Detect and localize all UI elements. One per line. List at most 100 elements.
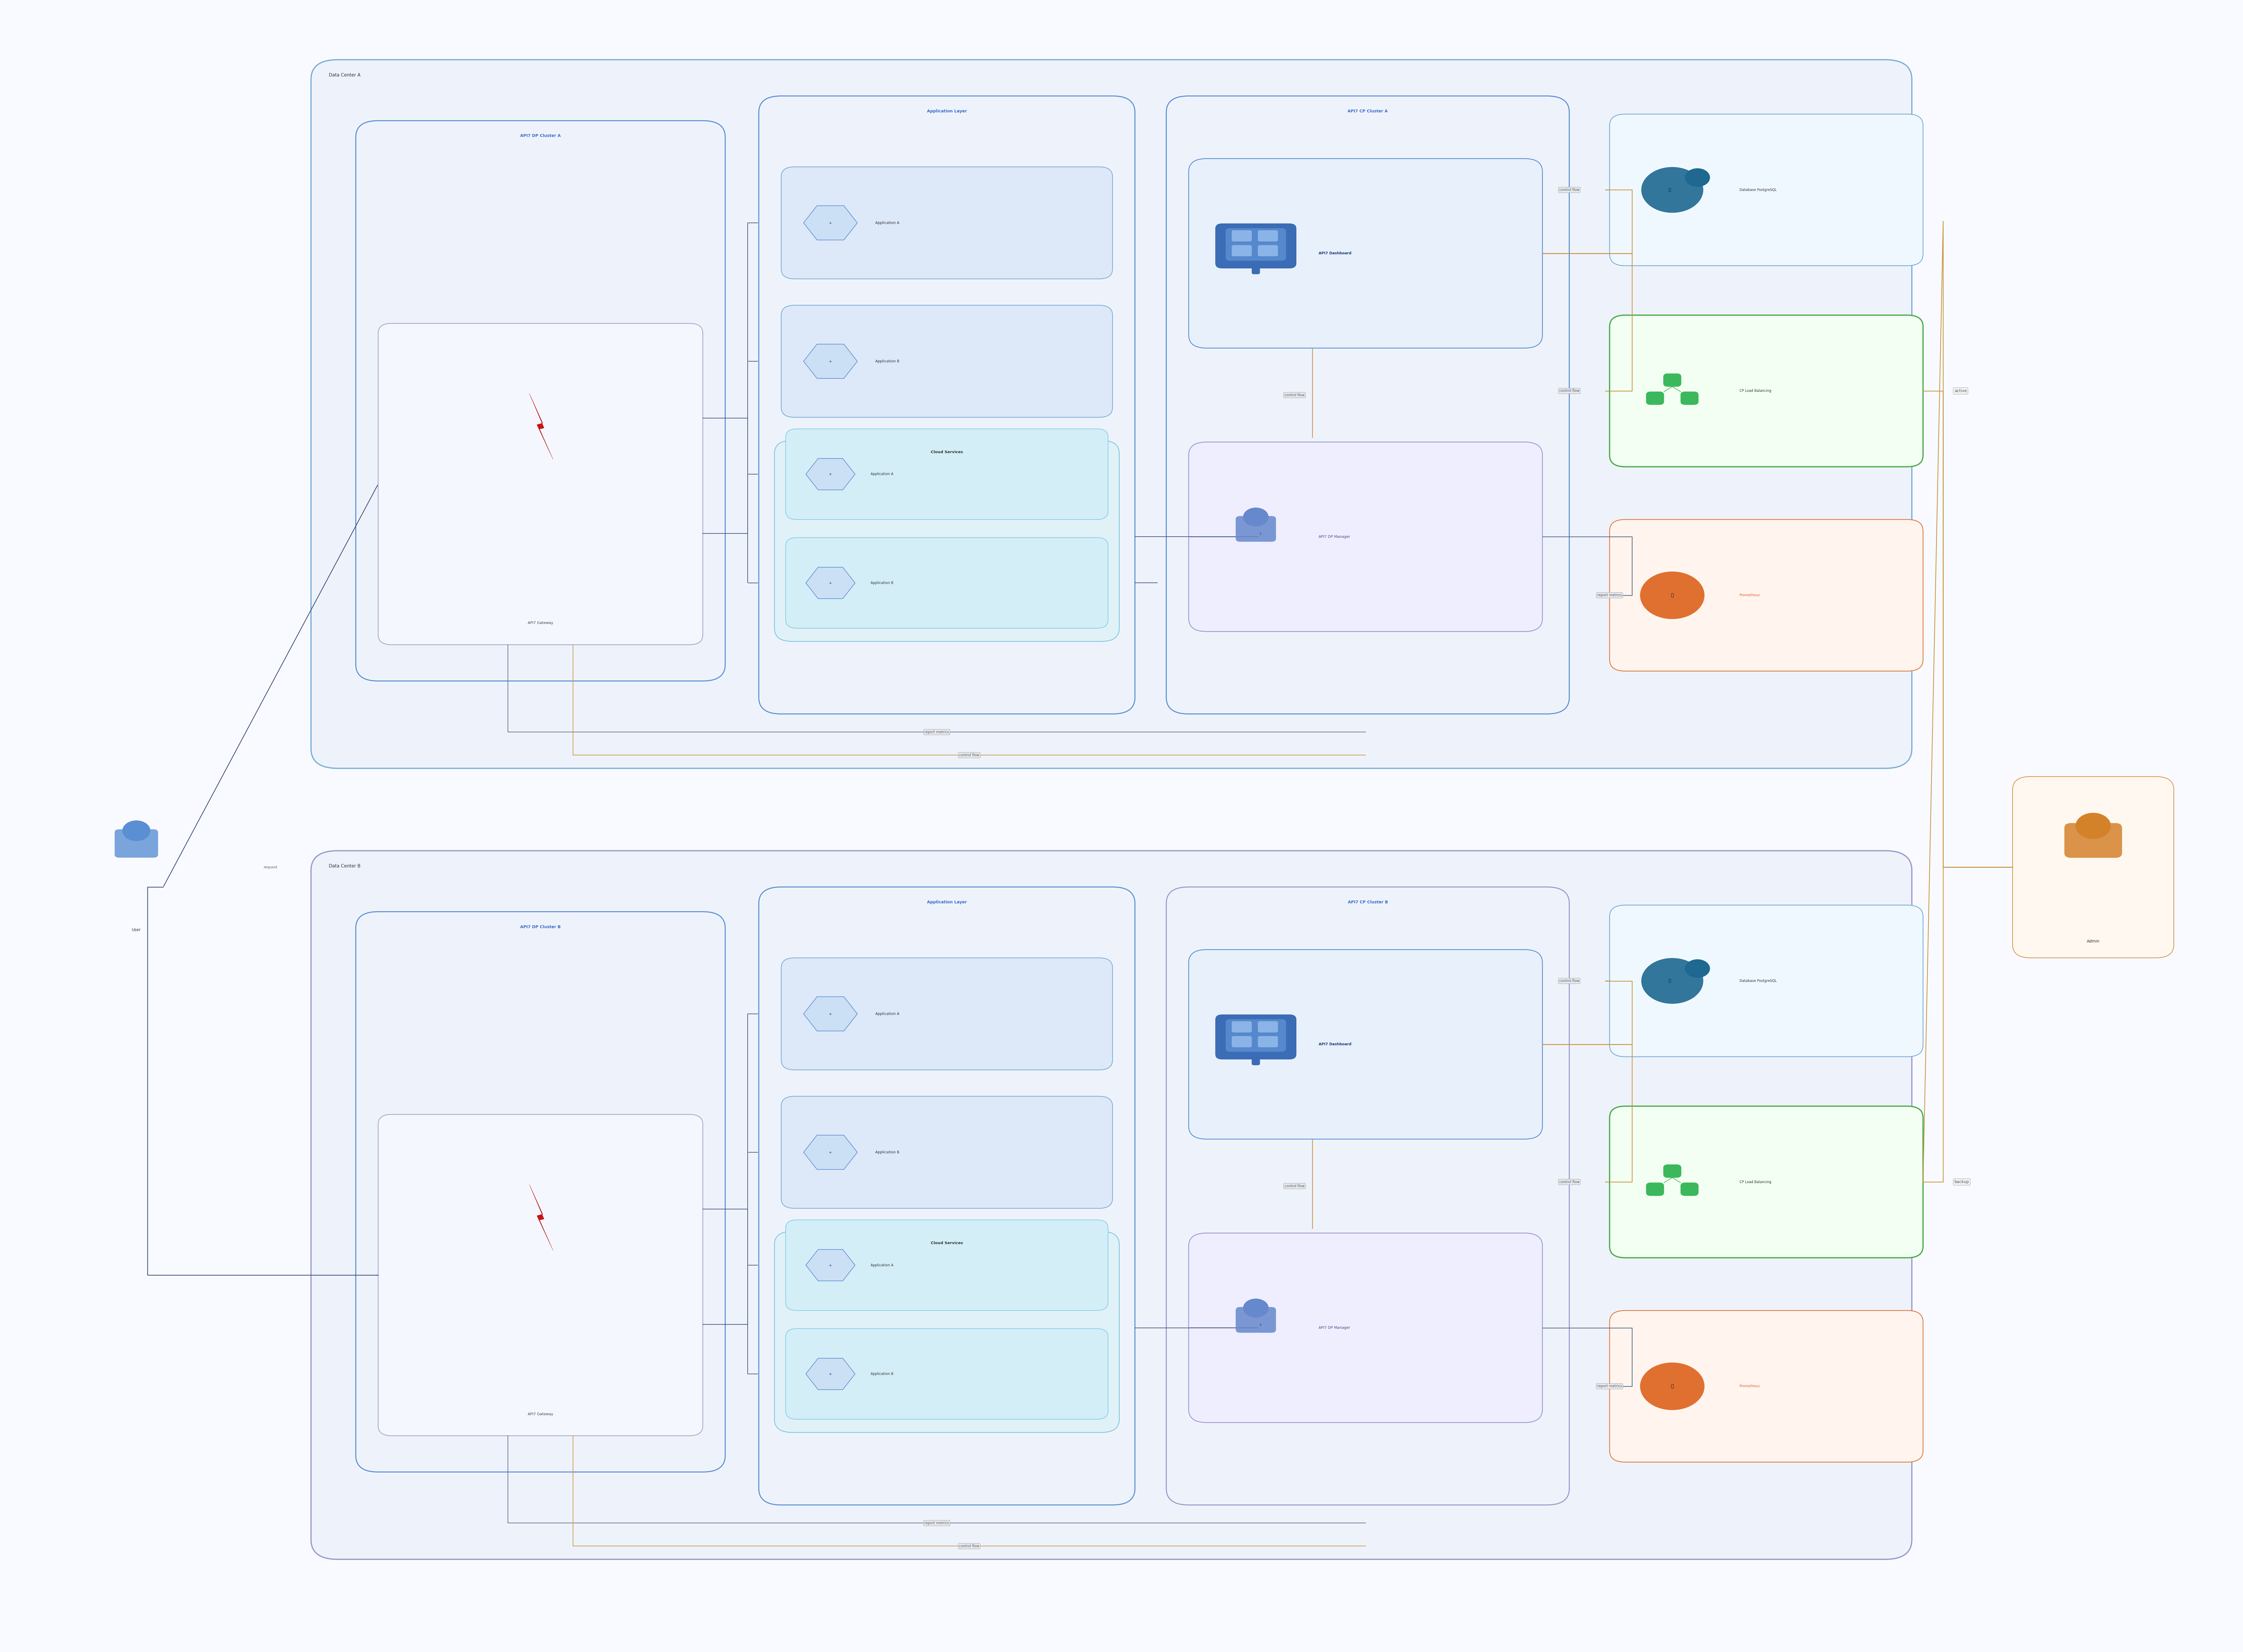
FancyBboxPatch shape [1189,443,1543,631]
FancyBboxPatch shape [1166,96,1570,714]
Text: request: request [265,866,278,869]
FancyBboxPatch shape [312,851,1911,1559]
Text: Cloud Services: Cloud Services [931,451,962,454]
Text: report metrics: report metrics [1597,593,1622,596]
Circle shape [1684,169,1709,187]
Text: 🐘: 🐘 [1669,188,1671,192]
Text: Database PostgreSQL: Database PostgreSQL [1741,980,1776,983]
FancyBboxPatch shape [1252,1059,1261,1066]
Text: API7 DP Manager: API7 DP Manager [1319,535,1350,539]
Polygon shape [529,1184,554,1251]
Circle shape [2075,813,2111,839]
FancyBboxPatch shape [1646,1183,1664,1196]
Text: report metrics: report metrics [924,730,949,733]
FancyBboxPatch shape [1166,887,1570,1505]
Text: Cloud Services: Cloud Services [931,1241,962,1246]
FancyBboxPatch shape [1664,1165,1682,1178]
FancyBboxPatch shape [1680,392,1698,405]
FancyBboxPatch shape [1225,1019,1285,1052]
Text: control flow: control flow [1285,393,1305,396]
FancyBboxPatch shape [312,59,1911,768]
Text: 🔥: 🔥 [1671,1384,1673,1388]
Text: Application B: Application B [870,582,893,585]
Text: Application B: Application B [875,360,899,363]
FancyBboxPatch shape [785,1328,1108,1419]
Polygon shape [529,393,554,459]
Circle shape [1642,958,1702,1003]
FancyBboxPatch shape [379,324,702,644]
FancyBboxPatch shape [1189,950,1543,1140]
Text: control flow: control flow [1559,1180,1579,1184]
Text: report metrics: report metrics [1597,1384,1622,1388]
FancyBboxPatch shape [1225,228,1285,261]
FancyBboxPatch shape [781,1097,1113,1208]
Text: control flow: control flow [1559,388,1579,393]
Text: API7 DP Cluster B: API7 DP Cluster B [520,925,561,928]
Text: ◈: ◈ [830,221,832,225]
Text: control flow: control flow [1559,188,1579,192]
FancyBboxPatch shape [379,1115,702,1436]
FancyBboxPatch shape [1610,316,1922,468]
FancyBboxPatch shape [1610,114,1922,266]
Text: ◈: ◈ [830,472,832,476]
FancyBboxPatch shape [1610,1107,1922,1257]
Text: API7 DP Cluster A: API7 DP Cluster A [520,134,561,139]
FancyBboxPatch shape [357,912,724,1472]
Circle shape [123,821,150,841]
FancyBboxPatch shape [1236,1307,1276,1333]
Text: Admin: Admin [2086,940,2099,943]
Text: Application A: Application A [870,472,893,476]
FancyBboxPatch shape [1216,223,1296,268]
FancyBboxPatch shape [1189,159,1543,349]
Circle shape [1642,167,1702,213]
Text: Prometheus: Prometheus [1741,593,1761,596]
Text: ◈: ◈ [830,582,832,585]
FancyBboxPatch shape [1610,519,1922,671]
Text: Data Center B: Data Center B [330,864,361,869]
Text: Application Layer: Application Layer [926,900,967,904]
Text: API7 DP Manager: API7 DP Manager [1319,1327,1350,1330]
Text: active: active [1954,388,1967,393]
Text: API7 Gateway: API7 Gateway [527,1412,554,1416]
Text: Database PostgreSQL: Database PostgreSQL [1741,188,1776,192]
FancyBboxPatch shape [1258,244,1279,256]
FancyBboxPatch shape [1646,392,1664,405]
Text: Application A: Application A [875,221,899,225]
Text: Prometheus: Prometheus [1741,1384,1761,1388]
Text: ◈: ◈ [830,1151,832,1153]
FancyBboxPatch shape [781,306,1113,418]
FancyBboxPatch shape [785,430,1108,519]
Text: ◈: ◈ [830,1264,832,1267]
Text: User: User [132,928,141,932]
FancyBboxPatch shape [1258,1036,1279,1047]
Circle shape [1640,572,1705,620]
FancyBboxPatch shape [1258,230,1279,241]
Text: CP Load Balancing: CP Load Balancing [1741,388,1772,393]
FancyBboxPatch shape [2064,823,2122,857]
Text: 🔥: 🔥 [1671,593,1673,598]
FancyBboxPatch shape [1231,230,1252,241]
Text: API7 Dashboard: API7 Dashboard [1319,251,1350,256]
FancyBboxPatch shape [781,167,1113,279]
FancyBboxPatch shape [1258,1021,1279,1032]
FancyBboxPatch shape [114,829,157,857]
Circle shape [1243,507,1267,527]
FancyBboxPatch shape [785,1219,1108,1310]
Circle shape [1640,1363,1705,1409]
Text: report metrics: report metrics [924,1521,949,1525]
FancyBboxPatch shape [1610,1310,1922,1462]
FancyBboxPatch shape [1252,268,1261,274]
FancyBboxPatch shape [357,121,724,681]
FancyBboxPatch shape [1216,1014,1296,1059]
FancyBboxPatch shape [1664,373,1682,387]
FancyBboxPatch shape [1231,244,1252,256]
FancyBboxPatch shape [774,1231,1119,1432]
Text: Data Center A: Data Center A [330,73,361,78]
Text: Application A: Application A [870,1264,893,1267]
Text: control flow: control flow [960,753,980,757]
FancyBboxPatch shape [1236,515,1276,542]
Text: API7 CP Cluster B: API7 CP Cluster B [1348,900,1388,904]
FancyBboxPatch shape [758,887,1135,1505]
FancyBboxPatch shape [785,537,1108,628]
Text: ◈: ◈ [830,1013,832,1016]
